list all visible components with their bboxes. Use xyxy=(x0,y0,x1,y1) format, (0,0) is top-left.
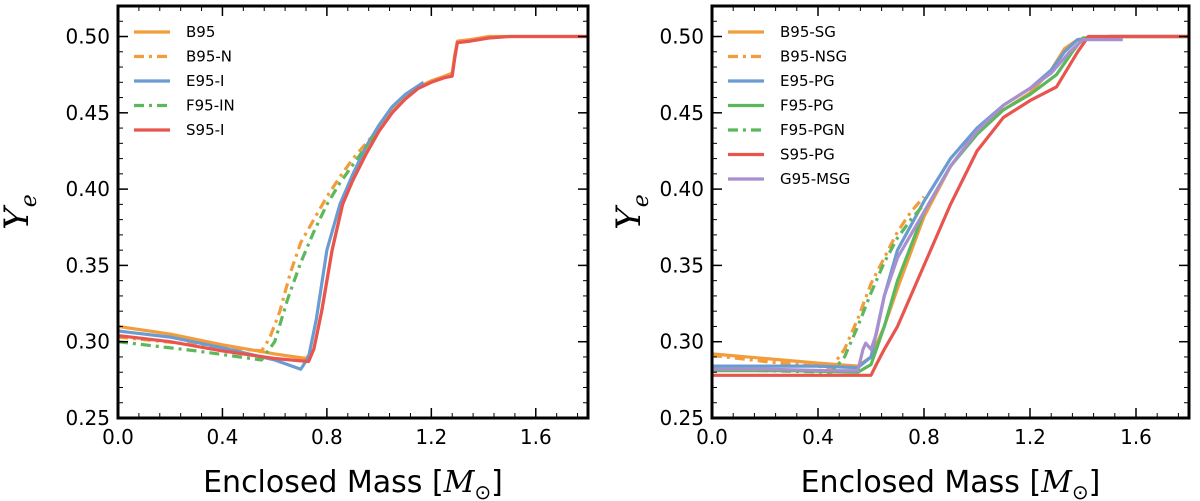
x-axis-label-close: ] xyxy=(1089,465,1101,500)
x-axis-label-subscript: ⊙ xyxy=(474,480,491,501)
x-axis-label: Enclosed Mass [M⊙] xyxy=(801,465,1101,501)
y-axis-label-symbol: Y xyxy=(609,204,649,230)
series-line-f95-in xyxy=(118,130,381,362)
series-line-b95-n xyxy=(118,127,381,353)
y-axis-label: Ye xyxy=(609,194,654,229)
legend-label: E95-I xyxy=(186,72,224,90)
legend-label: S95-I xyxy=(186,121,224,139)
legend-label: G95-MSG xyxy=(780,170,850,188)
y-tick-label: 0.40 xyxy=(659,177,704,201)
legend-label: B95-N xyxy=(186,48,232,66)
y-ticks: 0.25 0.30 0.35 0.40 0.45 0.50 xyxy=(659,5,1189,430)
right-panel: 0.0 0.4 0.8 1.2 1.6 0.25 0.30 0.35 0.40 0.45 0.50 B… xyxy=(609,4,1191,501)
x-ticks: 0.0 0.4 0.8 1.2 1.6 xyxy=(696,6,1179,449)
legend: B95-SG B95-NSG E95-PG F95-PG F95-PGN S95-PG G9… xyxy=(728,23,850,188)
legend-label: F95-PGN xyxy=(780,121,845,139)
x-axis-label-subscript: ⊙ xyxy=(1072,480,1089,501)
y-axis-label-symbol: Y xyxy=(0,204,37,230)
x-tick-label: 0.4 xyxy=(207,425,239,449)
x-axis-label-symbol: M xyxy=(443,465,476,500)
series-group xyxy=(712,34,1189,377)
y-tick-label: 0.50 xyxy=(65,25,110,49)
y-tick-label: 0.25 xyxy=(65,406,110,430)
x-tick-label: 0.8 xyxy=(311,425,343,449)
y-tick-label: 0.45 xyxy=(659,101,704,125)
x-axis-label-close: ] xyxy=(491,465,503,500)
y-tick-label: 0.25 xyxy=(659,406,704,430)
legend-label: E95-PG xyxy=(780,72,835,90)
series-line-b95-nsg xyxy=(712,195,926,370)
series-line-s95-i xyxy=(118,34,588,364)
y-tick-label: 0.50 xyxy=(659,25,704,49)
series-line-s95-pg xyxy=(712,34,1189,377)
legend-label: S95-PG xyxy=(780,146,835,164)
x-tick-label: 1.6 xyxy=(520,425,552,449)
y-tick-label: 0.40 xyxy=(65,177,110,201)
x-tick-label: 0.8 xyxy=(908,425,940,449)
x-ticks: 0.0 0.4 0.8 1.2 1.6 xyxy=(102,6,579,449)
x-axis-label-symbol: M xyxy=(1040,465,1073,500)
x-tick-label: 1.2 xyxy=(415,425,447,449)
y-tick-label: 0.35 xyxy=(65,253,110,277)
legend-label: B95-SG xyxy=(780,23,836,41)
x-tick-label: 0.0 xyxy=(102,425,134,449)
legend-label: F95-PG xyxy=(780,97,834,115)
legend: B95 B95-N E95-I F95-IN S95-I xyxy=(134,23,235,139)
series-line-e95-pg xyxy=(712,34,1189,370)
series-line-e95-i xyxy=(118,80,425,371)
x-tick-label: 0.0 xyxy=(696,425,728,449)
y-axis-label-subscript: e xyxy=(629,194,654,207)
plot-frame xyxy=(710,4,1191,420)
y-tick-label: 0.30 xyxy=(659,330,704,354)
legend-label: F95-IN xyxy=(186,97,235,115)
x-axis-label-text: Enclosed Mass [ xyxy=(801,465,1042,500)
x-tick-label: 1.6 xyxy=(1120,425,1152,449)
plot-frame xyxy=(116,4,590,420)
series-group xyxy=(118,34,588,371)
y-axis-label: Ye xyxy=(0,194,42,229)
series-line-g95-msg xyxy=(712,38,1123,373)
y-tick-label: 0.45 xyxy=(65,101,110,125)
x-tick-label: 1.2 xyxy=(1014,425,1046,449)
x-axis-label-text: Enclosed Mass [ xyxy=(203,465,444,500)
left-panel: 0.0 0.4 0.8 1.2 1.6 0.25 0.30 0.35 0.40 0.45 0.50 B… xyxy=(0,4,590,501)
y-axis-label-subscript: e xyxy=(17,194,42,207)
x-axis-label: Enclosed Mass [M⊙] xyxy=(203,465,503,501)
legend-label: B95-NSG xyxy=(780,48,847,66)
y-tick-label: 0.35 xyxy=(659,253,704,277)
x-tick-label: 0.4 xyxy=(802,425,834,449)
y-ticks: 0.25 0.30 0.35 0.40 0.45 0.50 xyxy=(65,5,588,430)
series-line-f95-pgn xyxy=(712,203,926,374)
legend-label: B95 xyxy=(186,23,215,41)
y-tick-label: 0.30 xyxy=(65,330,110,354)
